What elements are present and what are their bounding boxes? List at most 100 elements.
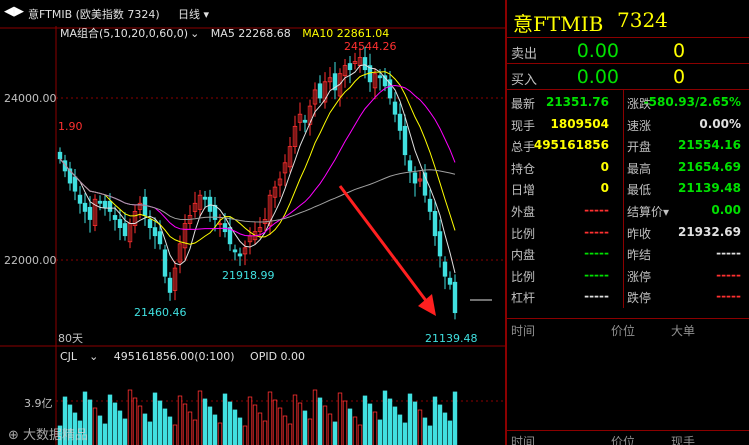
candle-body bbox=[402, 125, 408, 156]
quote-label: 杠杆 bbox=[511, 291, 536, 306]
candle-body bbox=[92, 198, 98, 226]
volume-bar bbox=[72, 412, 78, 445]
volume-bar bbox=[277, 407, 283, 445]
volume-bar bbox=[232, 409, 238, 445]
instrument-name: 意FTMIB bbox=[513, 12, 604, 36]
quote-label: 最高 bbox=[627, 161, 652, 176]
volume-bar bbox=[62, 396, 68, 445]
candle-body bbox=[332, 73, 338, 91]
volume-bar bbox=[382, 390, 388, 445]
volume-bar bbox=[332, 421, 338, 445]
candle-body bbox=[422, 172, 428, 196]
quote-value: 0 bbox=[600, 159, 609, 174]
period-selector[interactable]: 日线 ▾ bbox=[178, 6, 209, 22]
candle-body bbox=[382, 75, 388, 87]
ma-legend[interactable]: MA组合(5,10,20,0,60,0) ⌄ MA5 22268.68 MA10 … bbox=[60, 25, 397, 41]
candle-body bbox=[387, 79, 393, 99]
quote-value: 0 bbox=[600, 181, 609, 196]
quote-row: 内盘 ----- 昨结 ----- bbox=[507, 243, 749, 265]
volume-bar bbox=[202, 398, 208, 445]
candle-body bbox=[272, 186, 278, 198]
candle-body bbox=[347, 63, 353, 71]
tick-list-header-2: 时间 价位 现手 bbox=[507, 430, 749, 445]
quote-value: 1809504 bbox=[550, 116, 609, 131]
candle-body bbox=[237, 253, 243, 257]
candle-body bbox=[107, 200, 113, 212]
volume-bar bbox=[237, 417, 243, 445]
volume-bar bbox=[127, 389, 133, 445]
opid-value: OPID 0.00 bbox=[250, 350, 306, 363]
nav-left-icon[interactable]: ◀ bbox=[4, 4, 14, 19]
candle-body bbox=[82, 202, 88, 212]
nav-right-icon[interactable]: ▶ bbox=[14, 4, 24, 19]
volume-bar bbox=[172, 424, 178, 445]
volume-bar bbox=[437, 404, 443, 445]
quote-label: 跌停 bbox=[627, 291, 652, 306]
quote-value: ----- bbox=[716, 267, 741, 282]
quote-label: 日增 bbox=[511, 183, 536, 198]
quote-row: 现手 1809504 速涨 0.00% bbox=[507, 114, 749, 136]
volume-bar bbox=[167, 416, 173, 445]
volume-bar bbox=[352, 416, 358, 445]
candle-body bbox=[142, 196, 148, 216]
quote-value: ----- bbox=[584, 289, 609, 304]
kline-chart[interactable]: 24000.00 22000.00 3.9亿 80天 24544.26 1.90 21460… bbox=[0, 26, 505, 445]
volume-bar bbox=[122, 418, 128, 445]
chart-header: ◀ ▶ 意FTMIB (欧美指数 7324) 日线 ▾ bbox=[0, 0, 505, 26]
quote-value: ----- bbox=[716, 289, 741, 304]
volume-bar bbox=[357, 424, 363, 445]
volume-bar bbox=[157, 400, 163, 445]
quote-value: ----- bbox=[584, 246, 609, 261]
quote-value: ----- bbox=[716, 246, 741, 261]
volume-bar bbox=[67, 404, 73, 445]
chevron-down-icon: ⌄ bbox=[190, 27, 200, 40]
quote-label: 最新 bbox=[511, 97, 536, 111]
volume-bar bbox=[272, 399, 278, 445]
candle-body bbox=[147, 219, 153, 228]
volume-bar bbox=[297, 402, 303, 445]
candle-body bbox=[77, 194, 83, 204]
low-price-label-2: 21918.99 bbox=[222, 269, 275, 282]
candle-body bbox=[287, 146, 293, 168]
candle-body bbox=[327, 77, 333, 83]
candle-body bbox=[412, 172, 418, 184]
quote-value: 21932.69 bbox=[677, 224, 741, 239]
volume-bar bbox=[342, 400, 348, 445]
col-qty-2: 现手 bbox=[671, 435, 696, 445]
instrument-title: 意FTMIB (欧美指数 7324) bbox=[28, 8, 160, 21]
candle-body bbox=[122, 223, 128, 237]
volume-value: 495161856.00(0:100) bbox=[113, 350, 235, 363]
volume-legend[interactable]: CJL ⌄ 495161856.00(0:100) OPID 0.00 bbox=[60, 350, 317, 363]
volume-bar bbox=[432, 396, 438, 445]
volume-bar bbox=[287, 423, 293, 445]
quote-label: 持仓 bbox=[511, 161, 536, 176]
volume-bar bbox=[317, 397, 323, 445]
candle-body bbox=[437, 231, 443, 257]
quote-value: ----- bbox=[584, 267, 609, 282]
volume-bar bbox=[187, 411, 193, 445]
quote-label: 速涨 bbox=[627, 118, 652, 133]
volume-bar bbox=[412, 401, 418, 445]
candle-body bbox=[172, 267, 178, 291]
low-price-label-3: 21139.48 bbox=[425, 332, 478, 345]
candle-body bbox=[157, 231, 163, 245]
volume-bar bbox=[257, 412, 263, 445]
candle-body bbox=[267, 194, 273, 226]
ma10-value: MA10 22861.04 bbox=[302, 27, 390, 40]
quote-row: 最新 21351.76 涨跌 -580.93/2.65% bbox=[507, 92, 749, 114]
volume-bar bbox=[147, 421, 153, 445]
quote-row: 比例 ----- 涨停 ----- bbox=[507, 265, 749, 287]
volume-bar bbox=[107, 394, 113, 445]
volume-bar bbox=[307, 418, 313, 445]
quote-label: 涨停 bbox=[627, 269, 652, 284]
candle-body bbox=[427, 198, 433, 212]
candle-body bbox=[72, 176, 78, 192]
candle-body bbox=[312, 89, 318, 105]
quote-label: 比例 bbox=[511, 269, 536, 284]
volume-bar bbox=[97, 415, 103, 445]
arrow-head-icon bbox=[418, 294, 436, 316]
quote-label[interactable]: 结算价▾ bbox=[627, 204, 670, 219]
volume-bar bbox=[82, 391, 88, 445]
volume-bar bbox=[192, 419, 198, 445]
volume-bar bbox=[447, 420, 453, 445]
